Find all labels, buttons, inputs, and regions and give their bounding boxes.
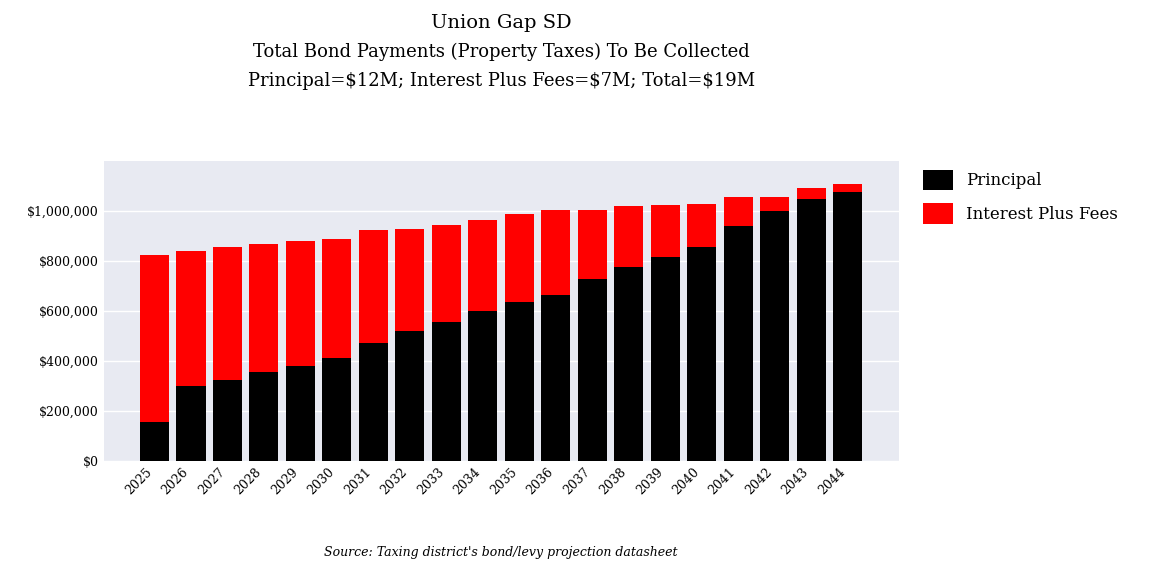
Bar	[614, 267, 644, 461]
Bar	[651, 257, 680, 461]
Bar	[505, 214, 535, 302]
Text: Total Bond Payments (Property Taxes) To Be Collected: Total Bond Payments (Property Taxes) To …	[252, 43, 750, 62]
Bar	[505, 302, 535, 461]
Bar	[395, 331, 424, 461]
Bar	[797, 188, 826, 199]
Bar	[760, 198, 789, 211]
Bar	[578, 279, 607, 461]
Bar	[651, 205, 680, 257]
Bar	[468, 311, 498, 461]
Bar	[432, 225, 461, 323]
Bar	[688, 248, 717, 461]
Bar	[323, 238, 351, 358]
Bar	[286, 366, 314, 461]
Bar	[213, 248, 242, 380]
Bar	[723, 198, 753, 226]
Bar	[358, 343, 388, 461]
Bar	[249, 372, 279, 461]
Bar	[176, 386, 205, 461]
Bar	[395, 229, 424, 331]
Bar	[614, 206, 644, 267]
Bar	[139, 255, 169, 422]
Bar	[760, 211, 789, 461]
Bar	[833, 184, 863, 192]
Bar	[541, 295, 570, 461]
Bar	[176, 251, 205, 386]
Bar	[432, 323, 461, 461]
Bar	[286, 241, 314, 366]
Text: Principal=$12M; Interest Plus Fees=$7M; Total=$19M: Principal=$12M; Interest Plus Fees=$7M; …	[248, 72, 755, 90]
Bar	[249, 244, 279, 372]
Text: Source: Taxing district's bond/levy projection datasheet: Source: Taxing district's bond/levy proj…	[325, 545, 677, 559]
Bar	[797, 199, 826, 461]
Bar	[541, 210, 570, 295]
Bar	[468, 220, 498, 311]
Bar	[688, 204, 717, 248]
Bar	[723, 226, 753, 461]
Bar	[213, 380, 242, 461]
Bar	[358, 230, 388, 343]
Bar	[323, 358, 351, 461]
Bar	[833, 192, 863, 461]
Bar	[578, 210, 607, 279]
Bar	[139, 422, 169, 461]
Legend: Principal, Interest Plus Fees: Principal, Interest Plus Fees	[923, 169, 1117, 223]
Text: Union Gap SD: Union Gap SD	[431, 14, 571, 32]
